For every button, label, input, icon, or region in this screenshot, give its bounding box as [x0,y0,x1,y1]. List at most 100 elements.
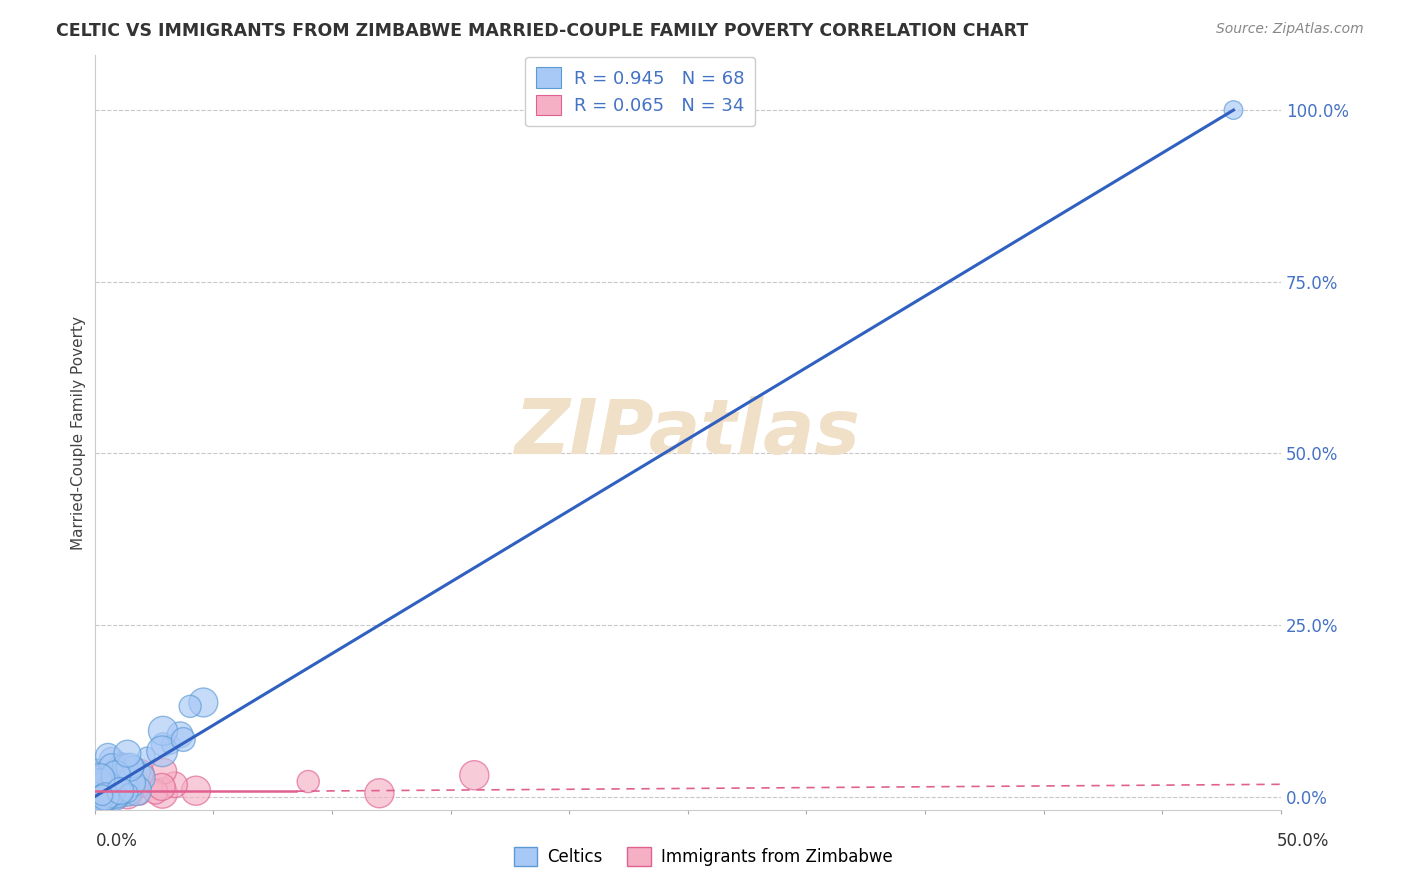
Text: CELTIC VS IMMIGRANTS FROM ZIMBABWE MARRIED-COUPLE FAMILY POVERTY CORRELATION CHA: CELTIC VS IMMIGRANTS FROM ZIMBABWE MARRI… [56,22,1029,40]
Point [104,786,127,800]
Point [160,738,183,752]
Point [101,785,124,799]
Text: ZIPatlas: ZIPatlas [515,396,860,470]
Point [90,766,112,780]
Point [179,699,201,714]
Point [152,723,174,738]
Point [463,768,485,782]
Point [122,758,145,772]
Point [91,788,114,802]
Point [129,789,152,804]
Point [1222,103,1244,117]
Point [100,787,122,801]
Point [135,748,157,763]
Point [105,765,128,780]
Text: 0.0%: 0.0% [96,831,138,849]
Point [91,789,114,804]
Point [89,789,111,804]
Point [98,785,121,799]
Point [152,738,174,752]
Point [90,789,112,804]
Point [108,774,131,789]
Point [97,783,120,797]
Point [125,783,148,797]
Point [118,760,141,774]
Point [107,789,129,803]
Point [103,787,125,801]
Point [105,780,128,795]
Point [150,780,173,794]
Point [89,782,111,797]
Point [103,783,125,797]
Point [112,786,135,800]
Point [117,772,139,787]
Point [193,696,215,710]
Point [105,772,128,787]
Point [114,759,136,773]
Point [117,786,139,800]
Point [87,777,110,791]
Point [86,784,108,798]
Point [100,789,122,803]
Point [103,789,125,804]
Point [120,776,142,790]
Point [104,768,127,782]
Point [96,775,118,789]
Point [93,772,115,787]
Y-axis label: Married-Couple Family Poverty: Married-Couple Family Poverty [72,316,86,549]
Point [97,789,120,804]
Point [101,776,124,790]
Point [131,780,153,795]
Point [117,747,139,761]
Point [89,789,111,804]
Point [104,789,127,804]
Point [86,768,108,782]
Point [172,732,194,747]
Point [94,789,117,804]
Point [297,774,319,789]
Point [101,775,124,789]
Point [101,753,124,767]
Point [107,788,129,802]
Point [368,786,391,800]
Point [87,780,110,795]
Point [98,780,121,794]
Point [110,756,132,770]
Point [86,784,108,798]
Point [129,771,152,785]
Point [127,765,149,780]
Point [97,768,120,782]
Point [89,789,111,803]
Point [122,760,145,774]
Point [97,780,120,794]
Point [110,784,132,798]
Point [115,785,138,799]
Point [153,764,176,778]
Point [101,759,124,773]
Point [89,788,111,802]
Point [152,786,174,800]
Point [103,789,125,804]
Point [115,780,138,794]
Point [120,780,142,795]
Point [90,780,112,795]
Legend: R = 0.945   N = 68, R = 0.065   N = 34: R = 0.945 N = 68, R = 0.065 N = 34 [526,56,755,127]
Point [163,778,186,792]
Point [103,789,125,804]
Point [89,773,111,788]
Point [86,780,108,795]
Point [128,766,150,780]
Point [169,728,191,742]
Point [94,789,117,804]
Point [128,774,150,789]
Point [117,788,139,802]
Point [93,789,115,804]
Point [145,785,167,799]
Text: 50.0%: 50.0% [1277,831,1329,849]
Point [184,783,207,797]
Text: Source: ZipAtlas.com: Source: ZipAtlas.com [1216,22,1364,37]
Point [89,782,111,797]
Point [89,778,111,792]
Point [93,789,115,804]
Point [97,748,120,763]
